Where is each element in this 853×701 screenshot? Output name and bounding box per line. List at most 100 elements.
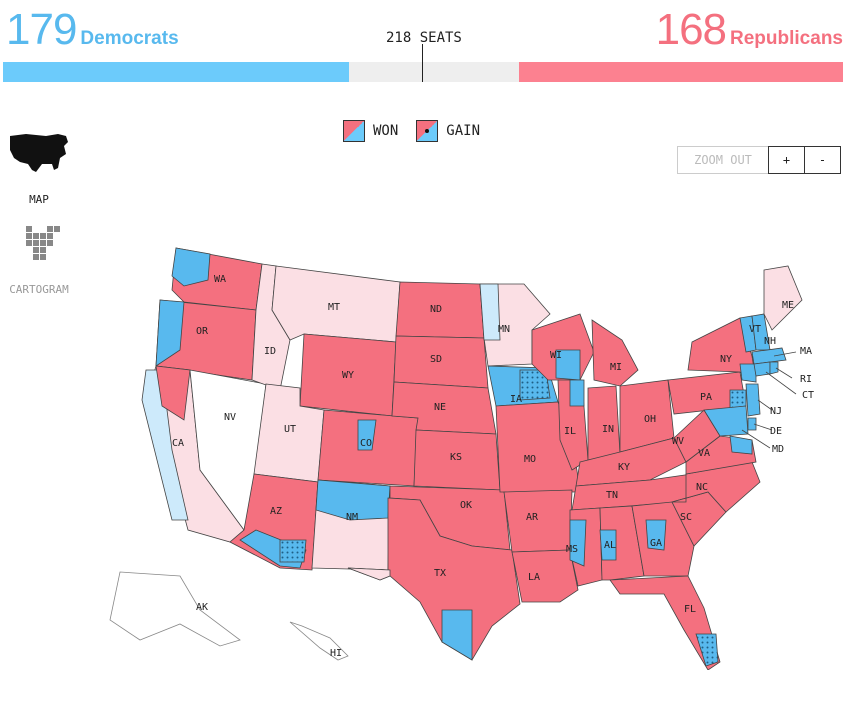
state-label-nv: NV xyxy=(224,412,236,423)
zoom-reset-button[interactable]: - xyxy=(804,146,841,174)
democrats-label: Democrats xyxy=(80,28,179,49)
district-wa-1[interactable] xyxy=(171,247,211,287)
state-label-nm: NM xyxy=(346,512,358,523)
state-label-nd: ND xyxy=(430,304,442,315)
state-label-oh: OH xyxy=(644,414,656,425)
state-label-va: VA xyxy=(698,448,710,459)
district-az-gain[interactable] xyxy=(279,539,307,563)
republicans-count: 168 xyxy=(655,5,727,54)
legend-gain-label: GAIN xyxy=(446,123,481,139)
state-label-md: MD xyxy=(772,444,784,455)
state-label-sc: SC xyxy=(680,512,692,523)
district-al-7[interactable] xyxy=(599,529,617,561)
state-al[interactable] xyxy=(599,505,645,581)
district-fl-south[interactable] xyxy=(695,633,719,667)
state-label-wi: WI xyxy=(550,350,562,361)
state-ct[interactable] xyxy=(753,361,771,377)
state-label-vt: VT xyxy=(749,324,761,335)
district-pa-se[interactable] xyxy=(729,389,747,409)
state-label-ut: UT xyxy=(284,424,296,435)
state-label-ne: NE xyxy=(434,402,446,413)
district-ca-north[interactable] xyxy=(155,365,191,421)
majority-marker xyxy=(422,44,423,82)
state-label-la: LA xyxy=(528,572,540,583)
majority-seats-label: 218 SEATS xyxy=(386,30,462,46)
state-label-sd: SD xyxy=(430,354,442,365)
state-la[interactable] xyxy=(511,549,579,603)
state-hi[interactable] xyxy=(289,621,349,661)
state-label-ct: CT xyxy=(802,390,814,401)
state-label-mi: MI xyxy=(610,362,622,373)
district-tx-south[interactable] xyxy=(441,609,473,661)
district-ny-city[interactable] xyxy=(739,363,757,383)
legend: WON GAIN xyxy=(343,120,498,142)
won-swatch-icon xyxy=(343,120,365,142)
state-label-tn: TN xyxy=(606,490,618,501)
map-view-button[interactable]: MAP xyxy=(4,130,74,206)
legend-won-label: WON xyxy=(373,123,399,139)
republicans-tally: 168 Republicans xyxy=(656,4,843,56)
state-in[interactable] xyxy=(587,385,621,461)
democrats-bar xyxy=(3,62,349,82)
state-label-ok: OK xyxy=(460,500,472,511)
state-mi[interactable] xyxy=(591,319,639,387)
state-label-me: ME xyxy=(782,300,794,311)
state-label-hi: HI xyxy=(330,648,342,659)
state-label-wy: WY xyxy=(342,370,354,381)
state-ma[interactable] xyxy=(751,347,787,365)
state-label-ga: GA xyxy=(650,538,662,549)
state-label-fl: FL xyxy=(684,604,696,615)
us-map-icon xyxy=(10,134,68,172)
district-or-1[interactable] xyxy=(155,299,185,367)
state-label-ny: NY xyxy=(720,354,732,365)
state-label-id: ID xyxy=(264,346,276,357)
state-label-ar: AR xyxy=(526,512,539,523)
state-label-ia: IA xyxy=(510,394,522,405)
district-tx-west[interactable] xyxy=(347,567,391,581)
state-label-ak: AK xyxy=(196,602,208,613)
state-ak[interactable] xyxy=(109,571,241,647)
zoom-in-button[interactable]: + xyxy=(768,146,805,174)
state-me[interactable] xyxy=(763,265,803,331)
state-label-ca: CA xyxy=(172,438,184,449)
state-nc[interactable] xyxy=(671,461,761,513)
state-label-mt: MT xyxy=(328,302,340,313)
state-ri[interactable] xyxy=(769,361,779,375)
state-fl[interactable] xyxy=(609,575,721,670)
cartogram-icon xyxy=(26,226,60,260)
cartogram-view-button[interactable]: CARTOGRAM xyxy=(4,222,74,296)
state-label-nh: NH xyxy=(764,336,776,347)
state-label-co: CO xyxy=(360,438,372,449)
state-label-in: IN xyxy=(602,424,614,435)
district-ga-atl[interactable] xyxy=(645,519,667,551)
state-label-az: AZ xyxy=(270,506,282,517)
district-va-north[interactable] xyxy=(729,435,753,455)
state-label-pa: PA xyxy=(700,392,712,403)
state-label-nc: NC xyxy=(696,482,708,493)
state-label-de: DE xyxy=(770,426,782,437)
seat-bar xyxy=(3,62,843,82)
state-labels: WA OR MT ND MN ID SD WY NV WI MI IA NE UT CO IL IN OH PA NY… xyxy=(172,274,814,659)
state-label-il: IL xyxy=(564,426,576,437)
gain-swatch-icon xyxy=(416,120,439,142)
district-il-1[interactable] xyxy=(569,379,585,407)
democrats-count: 179 xyxy=(6,5,77,54)
cartogram-view-label: CARTOGRAM xyxy=(9,283,69,296)
district-ms-2[interactable] xyxy=(569,519,587,567)
zoom-out-button[interactable]: ZOOM OUT xyxy=(677,146,769,174)
republicans-label: Republicans xyxy=(730,28,843,49)
state-label-ks: KS xyxy=(450,452,462,463)
state-de[interactable] xyxy=(747,417,757,431)
district-nm-1[interactable] xyxy=(315,479,391,521)
us-house-map[interactable]: WA OR MT ND MN ID SD WY NV WI MI IA NE UT CO IL IN OH PA NY… xyxy=(80,230,850,670)
state-label-al: AL xyxy=(604,540,616,551)
district-ia-gain[interactable] xyxy=(519,369,551,401)
state-nj[interactable] xyxy=(745,383,761,417)
state-label-mn: MN xyxy=(498,324,510,335)
zoom-controls: ZOOM OUT + - xyxy=(677,146,841,174)
state-label-or: OR xyxy=(196,326,209,337)
state-label-tx: TX xyxy=(434,568,446,579)
district-mn-1[interactable] xyxy=(479,283,501,341)
district-co-1[interactable] xyxy=(357,419,377,451)
republicans-bar xyxy=(518,62,843,82)
